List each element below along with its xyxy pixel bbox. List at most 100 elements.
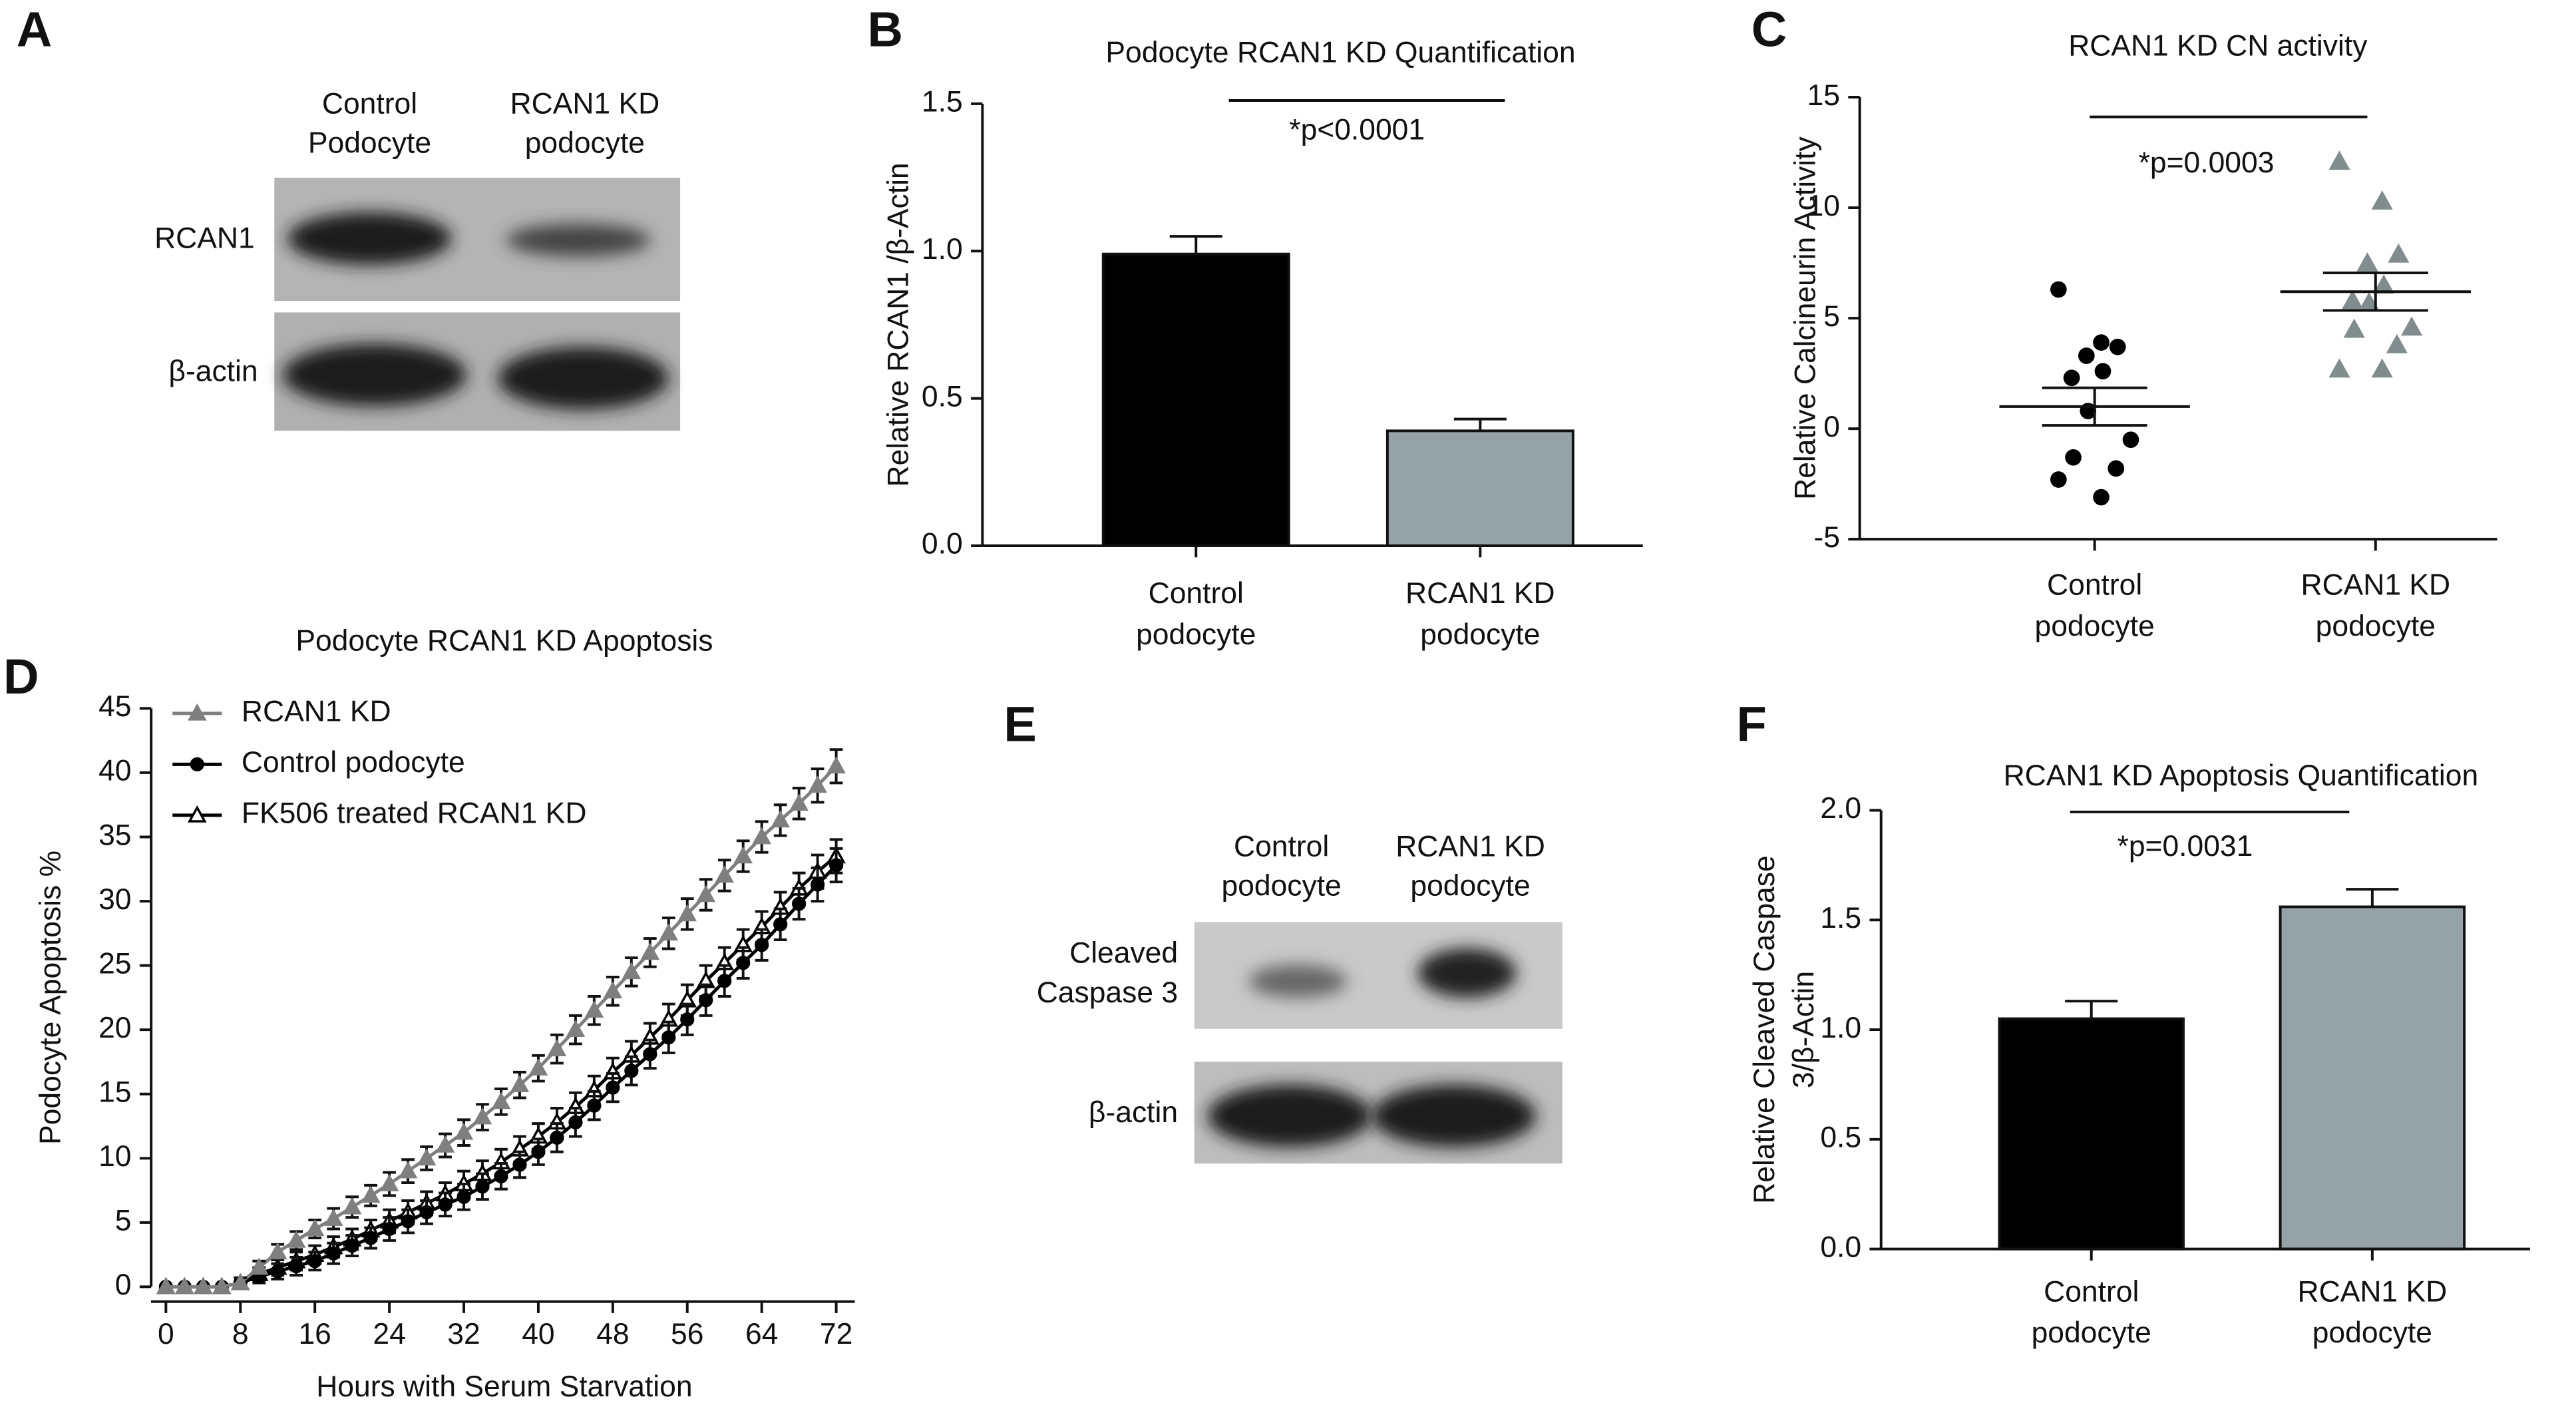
x-tick-label: 64 (745, 1318, 778, 1350)
x-tick-label: 8 (232, 1318, 249, 1350)
data-point (547, 1039, 567, 1056)
data-point (417, 1148, 437, 1166)
data-point (363, 1231, 378, 1245)
data-point (2050, 281, 2067, 298)
bar (2279, 905, 2466, 1251)
data-point (212, 1277, 232, 1295)
x-tick-label: Control podocyte (1136, 577, 1256, 651)
data-point (435, 1135, 455, 1153)
data-point (2371, 358, 2393, 378)
y-axis-label: Relative Calcineurin Activity (1789, 136, 1821, 499)
y-tick-label: 0.5 (922, 380, 963, 413)
y-tick-label: 1.5 (922, 86, 963, 118)
data-point (2328, 150, 2350, 170)
data-point (643, 1047, 657, 1062)
legend-label: FK506 treated RCAN1 KD (242, 797, 587, 830)
y-tick-label: 15 (1807, 79, 1840, 112)
data-point (305, 1219, 325, 1237)
data-point (661, 1030, 676, 1045)
data-point (773, 917, 788, 932)
data-point (584, 1000, 604, 1018)
data-point (249, 1257, 269, 1275)
western-blot (274, 178, 681, 431)
y-tick-label: 35 (98, 819, 131, 851)
y-tick-label: 5 (115, 1205, 132, 1237)
y-tick-label: 0 (1823, 411, 1840, 443)
x-tick-label: 16 (298, 1318, 331, 1350)
data-point (550, 1130, 564, 1145)
y-tick-label: 0.0 (1820, 1231, 1861, 1263)
data-point (771, 810, 790, 828)
y-tick-label: -5 (1814, 521, 1841, 554)
data-point (270, 1264, 285, 1279)
data-point (792, 897, 807, 911)
data-point (2078, 347, 2095, 364)
data-point (2371, 190, 2393, 210)
data-point (566, 1020, 586, 1037)
data-point (808, 775, 827, 793)
data-point (2094, 363, 2112, 380)
annotation: *p=0.0031 (2117, 830, 2253, 863)
data-point (568, 1115, 583, 1129)
x-axis-label: Hours with Serum Starvation (316, 1370, 692, 1403)
data-point (717, 974, 732, 988)
x-tick-label: 32 (447, 1318, 480, 1350)
blot-column-label: RCAN1 KD podocyte (1395, 830, 1545, 902)
data-point (733, 846, 753, 864)
y-tick-label: 1.0 (922, 233, 963, 266)
y-tick-label: 1.5 (1820, 902, 1861, 934)
blot-row-label: Cleaved Caspase 3 (1037, 936, 1178, 1008)
data-point (361, 1185, 381, 1203)
data-point (622, 962, 642, 980)
panel-letter: A (17, 1, 52, 57)
data-point (2050, 471, 2067, 488)
data-point (289, 1259, 303, 1274)
data-point (2342, 290, 2364, 309)
data-point (2093, 334, 2110, 351)
data-point (531, 1145, 546, 1159)
x-tick-label: RCAN1 KD podocyte (1405, 577, 1555, 651)
data-point (2373, 274, 2395, 294)
legend-label: Control podocyte (242, 746, 465, 779)
x-tick-label: RCAN1 KD podocyte (2300, 568, 2450, 642)
data-point (379, 1174, 399, 1191)
data-point (398, 1161, 418, 1179)
data-point (810, 877, 825, 892)
data-point (624, 1064, 639, 1078)
panel-letter: E (1004, 697, 1036, 752)
x-tick-label: 72 (820, 1318, 852, 1350)
data-point (789, 793, 809, 811)
y-tick-label: 45 (98, 690, 131, 723)
data-point (342, 1197, 362, 1215)
y-tick-label: 0.0 (922, 528, 963, 560)
legend-marker (187, 805, 207, 823)
data-point (699, 993, 713, 1008)
data-point (194, 1277, 213, 1295)
data-point (2063, 369, 2080, 387)
bar (1101, 252, 1290, 547)
annotation: *p<0.0001 (1289, 114, 1425, 146)
data-point (755, 938, 769, 952)
y-tick-label: 30 (98, 883, 131, 916)
data-point (2093, 489, 2110, 506)
data-point (680, 1012, 695, 1027)
data-point (659, 923, 679, 941)
panel-letter: B (868, 1, 903, 57)
data-point (828, 858, 844, 873)
chart-title: Podocyte RCAN1 KD Quantification (1105, 37, 1575, 69)
bar (1385, 429, 1574, 547)
data-point (454, 1122, 474, 1140)
data-point (2108, 460, 2125, 477)
data-point (736, 956, 751, 970)
blot-column-label: RCAN1 KD podocyte (510, 87, 660, 159)
blot-column-label: Control podocyte (1221, 830, 1341, 902)
panel-letter: C (1751, 1, 1787, 57)
data-point (230, 1273, 250, 1291)
x-tick-label: 24 (373, 1318, 405, 1350)
x-tick-label: Control podocyte (2035, 568, 2155, 642)
data-point (286, 1230, 306, 1248)
legend-label: RCAN1 KD (242, 696, 391, 728)
x-tick-label: 48 (596, 1318, 629, 1350)
data-point (401, 1214, 415, 1229)
